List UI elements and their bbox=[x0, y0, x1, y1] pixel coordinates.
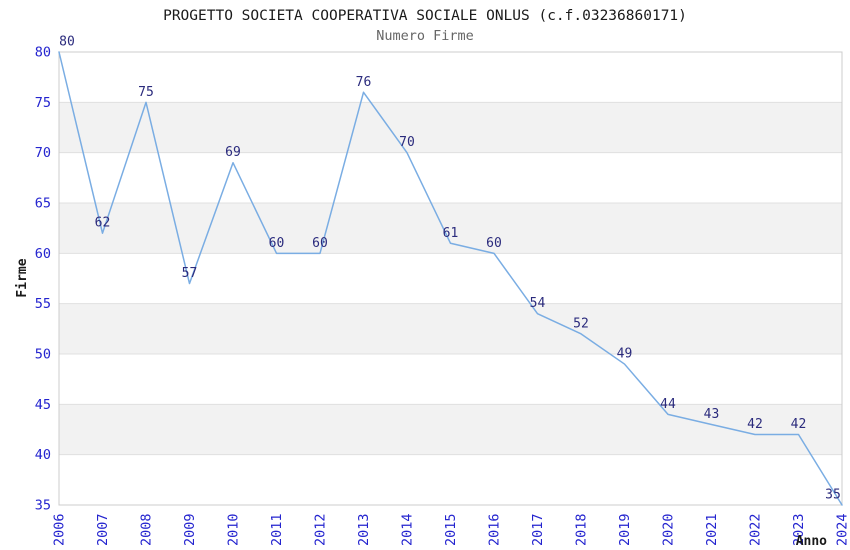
data-point-label: 43 bbox=[704, 407, 720, 422]
data-point-label: 60 bbox=[269, 236, 285, 251]
data-point-label: 70 bbox=[399, 135, 415, 150]
x-tick-label: 2011 bbox=[269, 513, 285, 546]
data-point-label: 44 bbox=[660, 397, 676, 412]
band-stripe bbox=[59, 303, 842, 354]
chart-title: PROGETTO SOCIETA COOPERATIVA SOCIALE ONL… bbox=[163, 8, 687, 24]
x-tick-label: 2008 bbox=[139, 513, 155, 546]
x-tick-label: 2020 bbox=[661, 513, 677, 546]
y-tick-label: 35 bbox=[35, 498, 51, 514]
x-tick-label: 2016 bbox=[487, 513, 503, 546]
data-point-label: 80 bbox=[59, 35, 75, 50]
chart-plot-area: 35 40 45 50 55 60 65 70 75 80 2006 2007 2008 2009 2010… bbox=[35, 35, 850, 547]
data-point-label: 42 bbox=[791, 417, 807, 432]
x-tick-label: 2007 bbox=[95, 513, 111, 546]
x-tick-label: 2013 bbox=[356, 513, 372, 546]
x-tick-label: 2014 bbox=[400, 513, 416, 546]
x-tick-label: 2010 bbox=[226, 513, 242, 546]
data-point-label: 54 bbox=[530, 296, 546, 311]
data-point-label: 62 bbox=[95, 216, 111, 231]
data-point-label: 69 bbox=[225, 145, 241, 160]
y-tick-label: 80 bbox=[35, 45, 51, 61]
x-tick-label: 2022 bbox=[748, 513, 764, 546]
band-stripe bbox=[59, 404, 842, 455]
x-tick-label: 2006 bbox=[52, 513, 68, 546]
x-tick-label: 2024 bbox=[835, 513, 850, 546]
data-point-label: 60 bbox=[312, 236, 328, 251]
data-point-label: 57 bbox=[182, 266, 198, 281]
x-tick-label: 2009 bbox=[182, 513, 198, 546]
data-point-label: 49 bbox=[617, 347, 633, 362]
data-point-label: 61 bbox=[443, 226, 459, 241]
data-point-label: 60 bbox=[486, 236, 502, 251]
y-tick-label: 60 bbox=[35, 246, 51, 262]
band-stripe bbox=[59, 203, 842, 254]
x-tick-label: 2021 bbox=[704, 513, 720, 546]
y-tick-label: 50 bbox=[35, 347, 51, 363]
series-line bbox=[58, 51, 843, 506]
chart-subtitle: Numero Firme bbox=[376, 28, 474, 44]
x-tick-label: 2023 bbox=[791, 513, 807, 546]
x-axis-title: Anno bbox=[796, 534, 827, 549]
y-tick-label: 65 bbox=[35, 196, 51, 212]
x-tick-label: 2017 bbox=[530, 513, 546, 546]
y-tick-label: 40 bbox=[35, 447, 51, 463]
plot-border bbox=[58, 51, 843, 506]
y-tick-label: 70 bbox=[35, 145, 51, 161]
y-tick-label: 55 bbox=[35, 296, 51, 312]
y-tick-label: 75 bbox=[35, 95, 51, 111]
x-tick-label: 2019 bbox=[617, 513, 633, 546]
y-tick-label: 45 bbox=[35, 397, 51, 413]
data-point-label: 52 bbox=[573, 316, 589, 331]
x-tick-label: 2018 bbox=[574, 513, 590, 546]
x-tick-label: 2012 bbox=[313, 513, 329, 546]
data-point-label: 42 bbox=[747, 417, 763, 432]
band-stripe bbox=[59, 102, 842, 153]
x-tick-label: 2015 bbox=[443, 513, 459, 546]
data-point-label: 75 bbox=[138, 85, 154, 100]
data-point-label: 76 bbox=[356, 75, 372, 90]
data-point-label: 35 bbox=[825, 488, 841, 503]
y-axis-title: Firme bbox=[15, 258, 30, 297]
